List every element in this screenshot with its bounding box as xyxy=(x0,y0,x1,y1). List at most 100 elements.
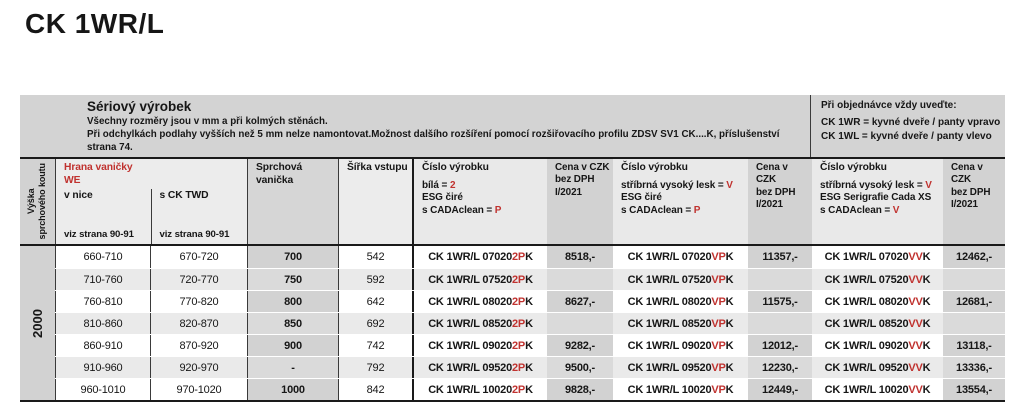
cell-product-code-white: CK 1WR/L 08520 2P K xyxy=(412,313,547,334)
cell-shower-tray: 800 xyxy=(247,291,338,312)
cell-entry-width: 742 xyxy=(338,335,412,356)
cell-product-code-silver: CK 1WR/L 07520 VP K xyxy=(613,269,748,290)
cell-product-code-serigraphy: CK 1WR/L 08520 VV K xyxy=(812,313,943,334)
cell-edge-niche: 910-960 xyxy=(55,357,150,378)
column-header-shower-tray: Sprchová vanička xyxy=(247,159,338,244)
cell-edge-niche: 710-760 xyxy=(55,269,150,290)
cell-edge-niche: 860-910 xyxy=(55,335,150,356)
cell-entry-width: 592 xyxy=(338,269,412,290)
cell-product-code-white: CK 1WR/L 08020 2P K xyxy=(412,291,547,312)
cell-price-silver xyxy=(748,269,812,290)
cell-product-code-silver: CK 1WR/L 09020 VP K xyxy=(613,335,748,356)
see-page-note: viz strana 90-91 xyxy=(159,229,230,241)
table-row: 660-710 670-720 700 542 CK 1WR/L 07020 2… xyxy=(55,246,1005,268)
cell-product-code-white: CK 1WR/L 10020 2P K xyxy=(412,379,547,400)
serial-product-title: Sériový výrobek xyxy=(87,99,192,114)
cell-price-serigraphy xyxy=(943,313,1005,334)
cell-edge-twd: 870-920 xyxy=(150,335,247,356)
cell-product-code-white: CK 1WR/L 07020 2P K xyxy=(412,246,547,268)
cell-price-silver: 11575,- xyxy=(748,291,812,312)
cell-price-silver xyxy=(748,313,812,334)
column-header-height: Výška sprchového koutu xyxy=(20,159,55,244)
cell-product-code-serigraphy: CK 1WR/L 07020 VV K xyxy=(812,246,943,268)
cell-shower-tray: 1000 xyxy=(247,379,338,400)
height-value-label: 2000 xyxy=(29,308,45,338)
cell-entry-width: 842 xyxy=(338,379,412,400)
cell-price-white: 9500,- xyxy=(547,357,613,378)
table-row: 960-1010 970-1020 1000 842 CK 1WR/L 1002… xyxy=(55,378,1005,400)
cell-edge-twd: 670-720 xyxy=(150,246,247,268)
column-header-entry-width: Šířka vstupu xyxy=(338,159,412,244)
cell-price-serigraphy xyxy=(943,269,1005,290)
cell-edge-twd: 970-1020 xyxy=(150,379,247,400)
cell-shower-tray: 750 xyxy=(247,269,338,290)
cell-product-code-serigraphy: CK 1WR/L 09020 VV K xyxy=(812,335,943,356)
cell-price-white: 8518,- xyxy=(547,246,613,268)
cell-product-code-white: CK 1WR/L 09020 2P K xyxy=(412,335,547,356)
column-header-product-white: Číslo výrobku bílá = 2 ESG čiré s CADAcl… xyxy=(412,159,547,244)
cell-product-code-silver: CK 1WR/L 08520 VP K xyxy=(613,313,748,334)
tray-edge-subcolumns: v nice viz strana 90-91 s CK TWD viz str… xyxy=(56,188,248,244)
cell-edge-niche: 810-860 xyxy=(55,313,150,334)
cell-price-serigraphy: 13554,- xyxy=(943,379,1005,400)
cell-product-code-white: CK 1WR/L 07520 2P K xyxy=(412,269,547,290)
cell-edge-twd: 920-970 xyxy=(150,357,247,378)
cell-product-code-serigraphy: CK 1WR/L 10020 VV K xyxy=(812,379,943,400)
cell-shower-tray: - xyxy=(247,357,338,378)
cell-product-code-silver: CK 1WR/L 08020 VP K xyxy=(613,291,748,312)
height-axis-label: Výška sprchového koutu xyxy=(26,163,48,240)
table-rows: 660-710 670-720 700 542 CK 1WR/L 07020 2… xyxy=(55,246,1005,400)
cell-product-code-silver: CK 1WR/L 09520 VP K xyxy=(613,357,748,378)
column-header-price-3: Cena v CZK bez DPH I/2021 xyxy=(943,159,1005,244)
order-note: Při objednávce vždy uveďte: CK 1WR = kyv… xyxy=(810,95,1005,157)
cell-edge-twd: 820-870 xyxy=(150,313,247,334)
spec-table-body: 2000 660-710 670-720 700 542 CK 1WR/L 07… xyxy=(20,246,1005,402)
cell-price-silver: 12449,- xyxy=(748,379,812,400)
cell-price-silver: 12012,- xyxy=(748,335,812,356)
cell-shower-tray: 850 xyxy=(247,313,338,334)
page-title: CK 1WR/L xyxy=(25,8,165,39)
order-note-title: Při objednávce vždy uveďte: xyxy=(821,100,957,111)
cell-edge-niche: 760-810 xyxy=(55,291,150,312)
note-line: Všechny rozměry jsou v mm a při kolmých … xyxy=(87,116,328,127)
cell-entry-width: 792 xyxy=(338,357,412,378)
table-row: 910-960 920-970 - 792 CK 1WR/L 09520 2P K… xyxy=(55,356,1005,378)
height-value-column: 2000 xyxy=(20,246,55,400)
column-header-twd: s CK TWD viz strana 90-91 xyxy=(150,188,248,244)
column-header-product-silver: Číslo výrobku stříbrná vysoký lesk = V E… xyxy=(613,159,748,244)
cell-price-white xyxy=(547,269,613,290)
cell-price-white xyxy=(547,313,613,334)
column-header-price-2: Cena v CZK bez DPH I/2021 xyxy=(748,159,812,244)
cell-price-serigraphy: 12681,- xyxy=(943,291,1005,312)
table-row: 710-760 720-770 750 592 CK 1WR/L 07520 2… xyxy=(55,268,1005,290)
table-row: 860-910 870-920 900 742 CK 1WR/L 09020 2… xyxy=(55,334,1005,356)
cell-entry-width: 692 xyxy=(338,313,412,334)
cell-price-silver: 11357,- xyxy=(748,246,812,268)
cell-product-code-silver: CK 1WR/L 10020 VP K xyxy=(613,379,748,400)
column-header-product-serigraphy: Číslo výrobku stříbrná vysoký lesk = V E… xyxy=(812,159,943,244)
note-line: strana 74. xyxy=(87,141,133,153)
cell-shower-tray: 900 xyxy=(247,335,338,356)
column-header-price-1: Cena v CZK bez DPH I/2021 xyxy=(547,159,613,244)
cell-price-serigraphy: 12462,- xyxy=(943,246,1005,268)
cell-product-code-serigraphy: CK 1WR/L 09520 VV K xyxy=(812,357,943,378)
cell-product-code-white: CK 1WR/L 09520 2P K xyxy=(412,357,547,378)
column-header-tray-edge: Hrana vaničky WE v nice viz strana 90-91… xyxy=(55,159,247,244)
cell-price-silver: 12230,- xyxy=(748,357,812,378)
cell-price-white: 8627,- xyxy=(547,291,613,312)
cell-price-white: 9282,- xyxy=(547,335,613,356)
cell-edge-twd: 720-770 xyxy=(150,269,247,290)
note-line: Při odchylkách podlahy vyšších než 5 mm … xyxy=(87,128,780,140)
order-note-line: CK 1WL = kyvné dveře / panty vlevo xyxy=(821,130,992,142)
order-note-line: CK 1WR = kyvné dveře / panty vpravo xyxy=(821,117,1001,128)
cell-edge-niche: 960-1010 xyxy=(55,379,150,400)
cell-price-serigraphy: 13118,- xyxy=(943,335,1005,356)
cell-entry-width: 542 xyxy=(338,246,412,268)
cell-entry-width: 642 xyxy=(338,291,412,312)
table-row: 760-810 770-820 800 642 CK 1WR/L 08020 2… xyxy=(55,290,1005,312)
see-page-note: viz strana 90-91 xyxy=(64,229,134,241)
cell-price-white: 9828,- xyxy=(547,379,613,400)
cell-edge-twd: 770-820 xyxy=(150,291,247,312)
cell-product-code-serigraphy: CK 1WR/L 08020 VV K xyxy=(812,291,943,312)
